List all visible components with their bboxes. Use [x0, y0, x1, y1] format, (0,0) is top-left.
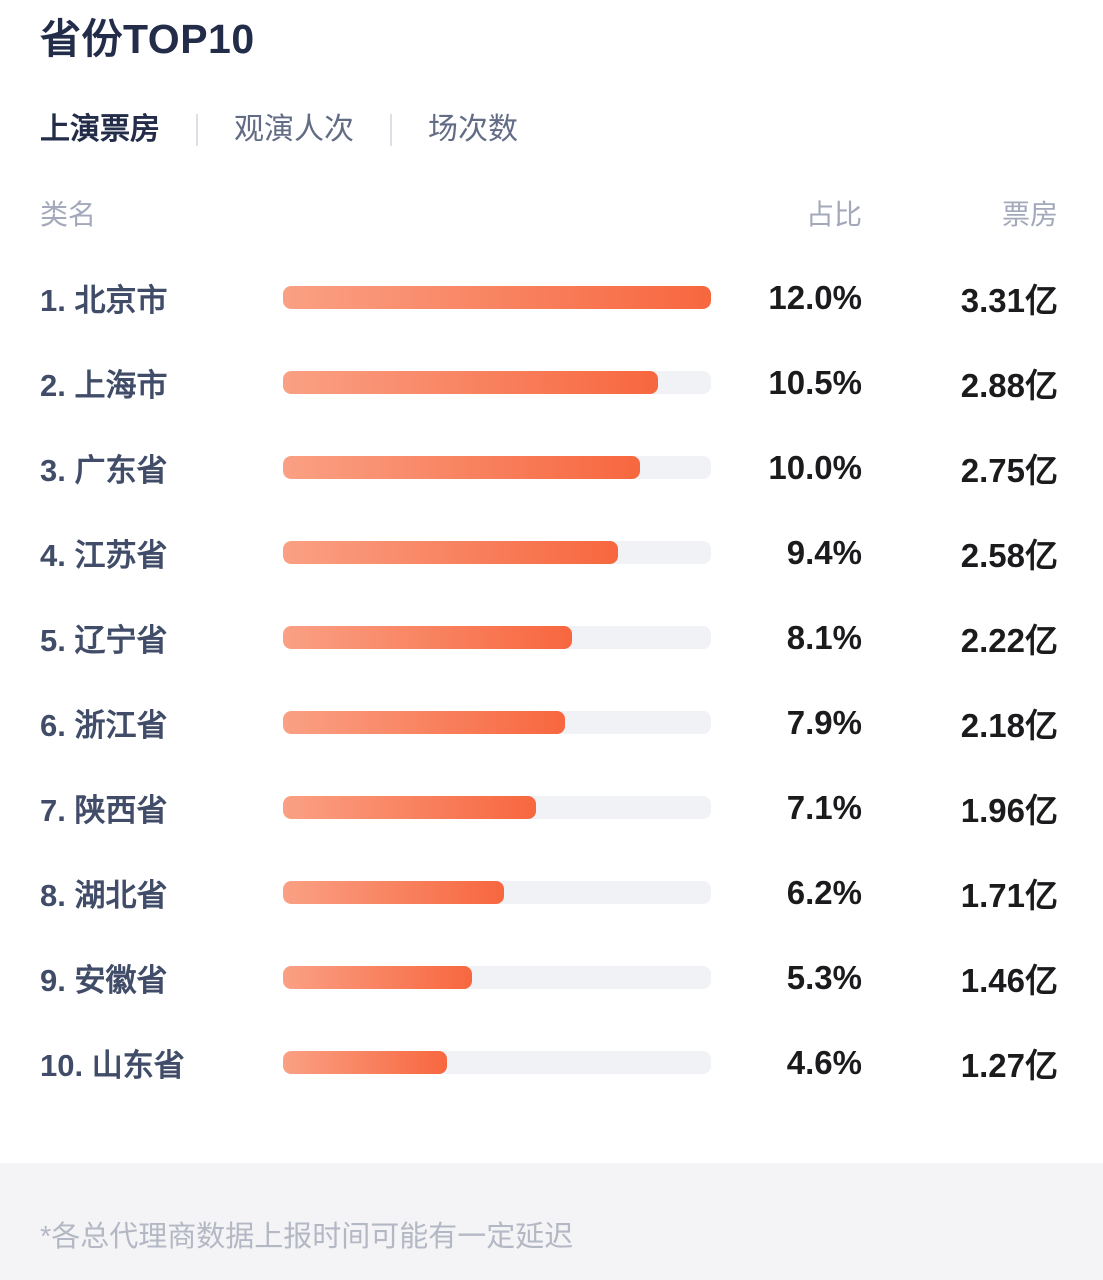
share-value: 9.4% [786, 533, 862, 571]
bar-track [283, 541, 711, 564]
share-value: 7.9% [786, 703, 862, 741]
boxoffice-value: 3.31亿 [960, 281, 1058, 319]
rows: 1. 北京市 12.0% 3.31亿 2. 上海市 10.5% 2.88亿 3.… [40, 255, 1058, 1105]
bar-fill [283, 456, 640, 479]
footer: *各总代理商数据上报时间可能有一定延迟 [0, 1163, 1103, 1280]
metric-tabs: 上演票房 观演人次 场次数 [40, 110, 1058, 150]
bar-fill [283, 286, 711, 309]
bar-fill [283, 371, 658, 394]
province-label: 6. 浙江省 [40, 708, 168, 743]
share-value: 7.1% [786, 788, 862, 826]
province-label: 4. 江苏省 [40, 538, 168, 573]
bar-track [283, 881, 711, 904]
bar-track [283, 711, 711, 734]
column-header-share: 占比 [805, 199, 862, 230]
bar-fill [283, 796, 537, 819]
boxoffice-value: 1.46亿 [960, 961, 1058, 999]
bar-track [283, 966, 711, 989]
bar-track [283, 796, 711, 819]
bar-fill [283, 541, 619, 564]
boxoffice-value: 2.22亿 [960, 621, 1058, 659]
province-label: 8. 湖北省 [40, 878, 168, 913]
bar-fill [283, 881, 505, 904]
boxoffice-value: 2.88亿 [960, 366, 1058, 404]
boxoffice-value: 2.18亿 [960, 706, 1058, 744]
table-row[interactable]: 9. 安徽省 5.3% 1.46亿 [40, 935, 1058, 1020]
table-row[interactable]: 5. 辽宁省 8.1% 2.22亿 [40, 595, 1058, 680]
page-title: 省份TOP10 [40, 16, 255, 62]
boxoffice-value: 1.71亿 [960, 876, 1058, 914]
share-value: 12.0% [768, 278, 862, 316]
bar-track [283, 1051, 711, 1074]
table-row[interactable]: 2. 上海市 10.5% 2.88亿 [40, 340, 1058, 425]
province-label: 1. 北京市 [40, 283, 168, 318]
tab-audience-count[interactable]: 观演人次 [234, 113, 354, 146]
column-header-boxoffice: 票房 [1001, 199, 1058, 230]
boxoffice-value: 2.58亿 [960, 536, 1058, 574]
province-label: 9. 安徽省 [40, 963, 168, 998]
bar-track [283, 371, 711, 394]
tab-divider [390, 114, 392, 146]
share-value: 4.6% [786, 1043, 862, 1081]
province-label: 2. 上海市 [40, 368, 168, 403]
column-header-category: 类名 [40, 199, 97, 230]
table-row[interactable]: 3. 广东省 10.0% 2.75亿 [40, 425, 1058, 510]
bar-track [283, 456, 711, 479]
province-label: 7. 陕西省 [40, 793, 168, 828]
boxoffice-value: 2.75亿 [960, 451, 1058, 489]
share-value: 6.2% [786, 873, 862, 911]
share-value: 5.3% [786, 958, 862, 996]
province-label: 3. 广东省 [40, 453, 168, 488]
boxoffice-value: 1.96亿 [960, 791, 1058, 829]
province-top10-panel: 省份TOP10 上演票房 观演人次 场次数 类名 占比 票房 1. 北京市 12… [40, 16, 1058, 1105]
bar-fill [283, 966, 473, 989]
table-row[interactable]: 4. 江苏省 9.4% 2.58亿 [40, 510, 1058, 595]
table-row[interactable]: 8. 湖北省 6.2% 1.71亿 [40, 850, 1058, 935]
province-label: 5. 辽宁省 [40, 623, 168, 658]
boxoffice-value: 1.27亿 [960, 1046, 1058, 1084]
table-row[interactable]: 10. 山东省 4.6% 1.27亿 [40, 1020, 1058, 1105]
table-row[interactable]: 6. 浙江省 7.9% 2.18亿 [40, 680, 1058, 765]
table-row[interactable]: 7. 陕西省 7.1% 1.96亿 [40, 765, 1058, 850]
tab-show-count[interactable]: 场次数 [428, 113, 518, 146]
bar-fill [283, 626, 572, 649]
footer-disclaimer: *各总代理商数据上报时间可能有一定延迟 [40, 1221, 574, 1253]
table-row[interactable]: 1. 北京市 12.0% 3.31亿 [40, 255, 1058, 340]
province-label: 10. 山东省 [40, 1048, 185, 1083]
bar-track [283, 626, 711, 649]
tab-performance-boxoffice[interactable]: 上演票房 [40, 113, 160, 146]
table-header: 类名 占比 票房 [40, 198, 1058, 232]
share-value: 10.0% [768, 448, 862, 486]
share-value: 10.5% [768, 363, 862, 401]
bar-fill [283, 711, 565, 734]
bar-track [283, 286, 711, 309]
share-value: 8.1% [786, 618, 862, 656]
tab-divider [196, 114, 198, 146]
bar-fill [283, 1051, 448, 1074]
